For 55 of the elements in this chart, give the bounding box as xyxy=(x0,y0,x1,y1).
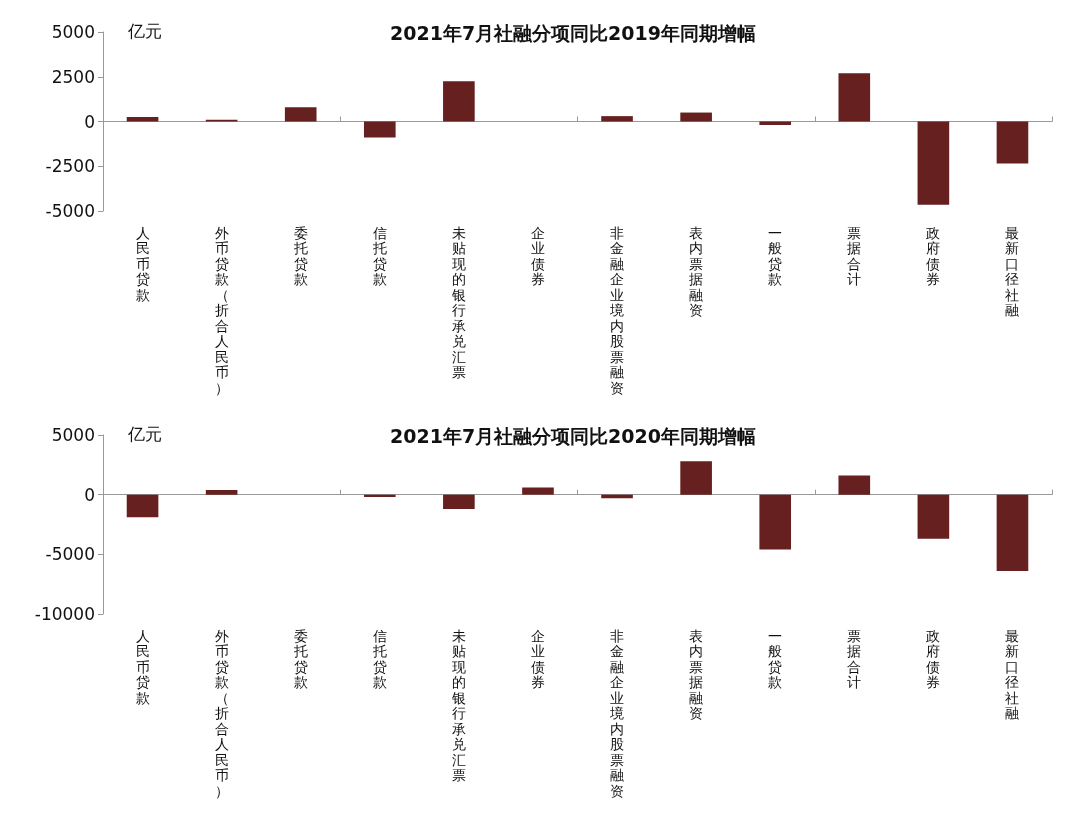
bar xyxy=(284,107,317,122)
y-tick-label: -5000 xyxy=(45,201,95,221)
chart-title: 2021年7月社融分项同比2020年同期增幅 xyxy=(390,424,756,447)
bar xyxy=(680,461,712,495)
bar xyxy=(443,81,475,122)
category-label: 非金融企业境内股票融资 xyxy=(610,627,625,799)
bar xyxy=(522,487,554,495)
x-tick-label: 最新口径社融 xyxy=(1005,627,1020,722)
bar xyxy=(838,475,871,495)
bar xyxy=(205,489,238,495)
x-tick-label: 委托贷款 xyxy=(292,627,308,691)
bar xyxy=(759,494,792,550)
y-tick-label: -5000 xyxy=(45,544,95,565)
bar xyxy=(601,116,633,122)
x-tick-label: 票据合计 xyxy=(847,224,862,288)
category-label: 非金融企业境内股票融资 xyxy=(610,224,625,396)
bar xyxy=(126,117,159,122)
x-tick-label: 最新口径社融 xyxy=(1005,224,1020,319)
x-tick-label: 人民币贷款 xyxy=(135,224,150,303)
y-tick-label: 0 xyxy=(84,484,95,505)
chart-title: 2021年7月社融分项同比2019年同期增幅 xyxy=(390,21,756,44)
x-tick-label: 一般贷款 xyxy=(768,627,783,691)
x-tick-label: 政府债券 xyxy=(926,627,941,691)
x-tick-label: 委托贷款 xyxy=(292,224,308,288)
bar xyxy=(680,112,712,122)
x-tick-label: 表内票据融资 xyxy=(689,627,704,722)
bar xyxy=(126,494,159,518)
category-label: 外币贷款（折合人民币） xyxy=(214,224,229,396)
bar xyxy=(996,494,1029,572)
y-tick-label: 5000 xyxy=(51,22,95,42)
x-tick-label: 人民币贷款 xyxy=(135,627,150,706)
x-tick-label: 企业债券 xyxy=(530,224,545,288)
category-label: 未贴现的银行承兑汇票 xyxy=(451,627,466,784)
x-tick-label: 企业债券 xyxy=(530,627,545,691)
category-label: 未贴现的银行承兑汇票 xyxy=(451,224,466,381)
x-tick-label: 一般贷款 xyxy=(768,224,783,288)
y-tick-label: -2500 xyxy=(45,156,95,177)
x-tick-label: 政府债券 xyxy=(926,224,941,288)
y-tick-label: 0 xyxy=(84,111,95,132)
category-label: 外币贷款（折合人民币） xyxy=(214,627,229,799)
y-tick-label: 5000 xyxy=(51,425,95,445)
bar xyxy=(443,494,475,509)
x-tick-label: 信托贷款 xyxy=(371,224,387,288)
bar xyxy=(917,121,950,205)
bar xyxy=(838,73,871,122)
y-tick-label: -10000 xyxy=(34,604,95,624)
y-axis-title: 亿元 xyxy=(127,423,162,444)
bar xyxy=(996,121,1029,164)
bar xyxy=(363,121,396,138)
y-axis-title: 亿元 xyxy=(127,20,162,41)
y-tick-label: 2500 xyxy=(51,66,95,87)
x-tick-label: 票据合计 xyxy=(847,627,862,691)
x-tick-label: 表内票据融资 xyxy=(689,224,704,319)
x-tick-label: 信托贷款 xyxy=(371,627,387,691)
bar xyxy=(917,494,950,539)
